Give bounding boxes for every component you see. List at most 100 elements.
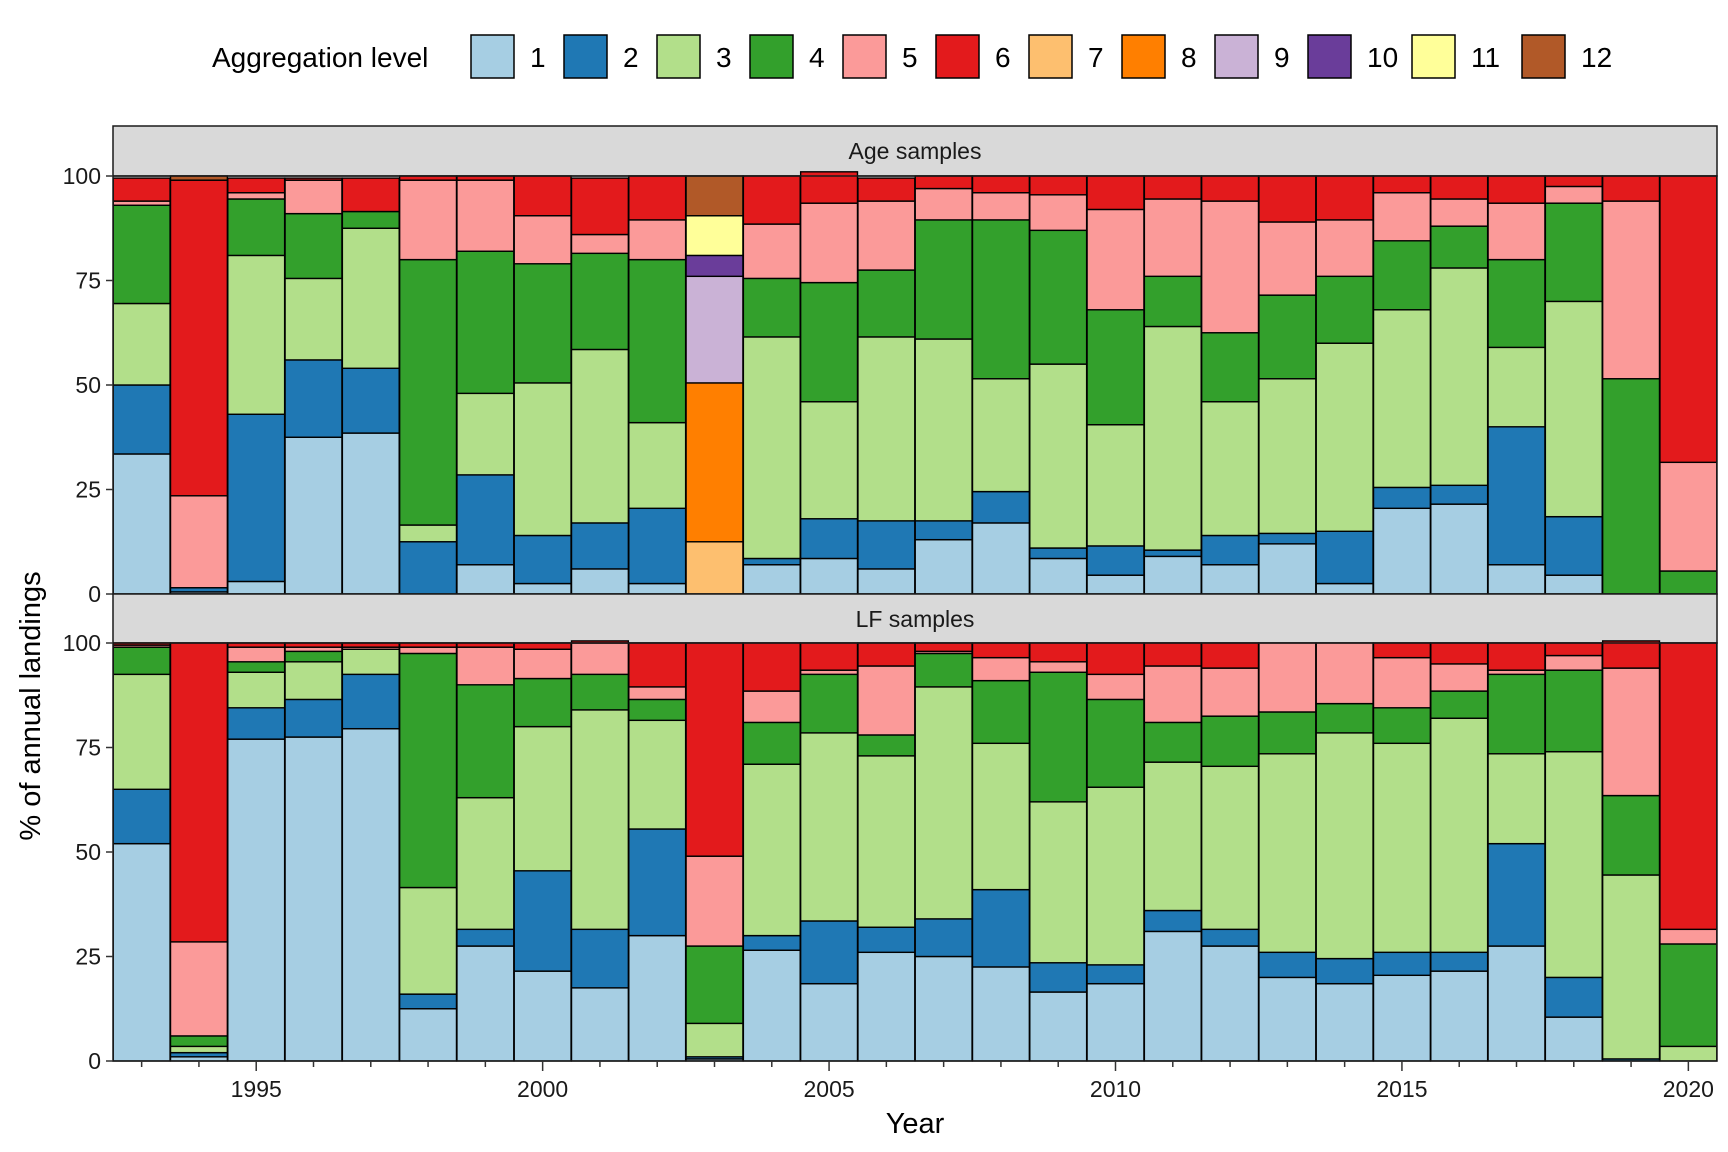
bar-segment [1487,842,1546,947]
legend: Aggregation level 1 2 3 4 5 6 7 8 9 10 11 12 [212,34,1612,79]
bar-segment [1315,982,1374,1062]
bar-segment [1487,202,1546,261]
legend-title: Aggregation level [212,42,428,73]
bar-segment [1143,549,1202,558]
bar-segment [1258,951,1317,979]
bar-segment [971,966,1031,1062]
bar-segment [1659,928,1718,945]
bar-segment [971,522,1031,595]
bar-segment [1086,964,1145,985]
bar-segment [169,495,229,589]
bar-segment [1200,175,1260,202]
bar-segment [742,175,801,225]
bar-segment [227,177,286,194]
bar-segment [1029,557,1088,595]
legend-swatch [656,34,701,79]
bar-segment [1487,346,1546,428]
bar-segment [398,179,458,261]
bar-segment [456,474,515,566]
bar-segment [1086,982,1145,1062]
bar-segment [1143,325,1202,551]
bar-segment [1200,534,1260,566]
bar-segment [628,582,687,595]
bar-segment [1544,202,1603,303]
bar-segment [1601,200,1661,380]
legend-item-8: 8 [1121,34,1197,79]
bar-segment [1200,200,1260,334]
bar-segment [570,177,630,236]
bar-segment [1315,275,1374,344]
bar-segment [169,1035,229,1048]
x-tick-label: 2005 [803,1076,854,1102]
y-tick-label: 0 [88,581,101,607]
bar-segment [1430,198,1489,227]
bar-segment [284,179,343,215]
bar-segment [1601,378,1661,595]
bar-segment [857,734,916,757]
legend-swatch [1214,34,1259,79]
bar-segment [1372,507,1432,595]
bar-segment [914,338,973,522]
bar-segment [227,738,286,1062]
bar-segment [1200,642,1260,669]
bar-segment [570,568,630,595]
bar-segment [742,721,801,765]
bar-segment [1372,707,1432,745]
legend-label: 9 [1274,42,1290,73]
y-tick-label: 75 [75,735,101,761]
legend-label: 2 [623,42,639,73]
bar-segment [112,673,171,790]
bar-segment [1258,543,1317,595]
bar-segment [1430,717,1489,954]
y-tick-label: 25 [75,944,101,970]
y-tick-label: 25 [75,477,101,503]
bar-segment [1029,661,1088,673]
bar-segment [227,198,286,257]
bar-segment [398,646,458,655]
bar-segment [1200,564,1260,595]
bar-segment [1487,753,1546,845]
bar-segment [284,698,343,738]
x-axis-title: Year [886,1108,945,1140]
bar-segment [284,736,343,1062]
legend-item-11: 11 [1411,34,1500,79]
bar-segment [1372,642,1432,659]
bar-segment [1372,240,1432,311]
bar-segment [398,524,458,543]
bar-segment [513,263,572,384]
bar-segment [1086,309,1145,426]
bar-segment [513,582,572,595]
bar-segment [971,679,1031,745]
bar-segment [284,436,343,595]
x-axis: 1995 2000 2005 2010 2015 2020 [140,1061,1714,1102]
bar-segment [1315,582,1374,595]
bar-segment [1200,945,1260,1062]
bar-segment [1659,1045,1718,1062]
bar-segment [1258,175,1317,223]
bar-segment [112,302,171,386]
y-tick-label: 100 [63,630,101,656]
bar-segment [227,707,286,740]
bar-segment [914,175,973,190]
legend-swatch [1028,34,1073,79]
bar-segment [1029,642,1088,663]
bar-segment [1601,794,1661,876]
bar-segment [685,382,744,543]
bar-segment [1544,669,1603,753]
bar-segment [284,277,343,361]
bar-segment [742,277,801,338]
legend-swatch [842,34,887,79]
bar-segment [1086,574,1145,595]
bar-segment [1430,970,1489,1062]
bar-segment [341,673,400,730]
bar-segment [914,918,973,958]
bar-segment [513,642,572,650]
bar-segment [742,557,801,566]
bar-segment [112,453,171,595]
bar-segment [1143,761,1202,912]
bar-segment [570,233,630,255]
bar-segment [227,661,286,673]
bar-segment [1372,656,1432,709]
bar-segment [456,564,515,595]
bar-segment [742,642,801,692]
